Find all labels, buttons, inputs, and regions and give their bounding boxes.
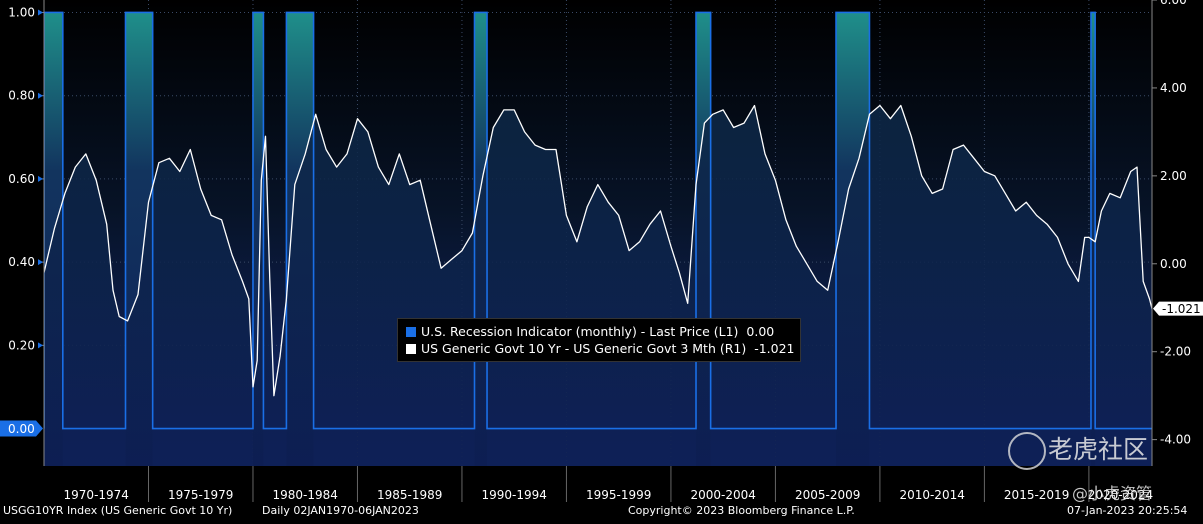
legend-label-spread: US Generic Govt 10 Yr - US Generic Govt … (421, 341, 746, 356)
left-tick-marker-0 (38, 9, 43, 15)
legend-swatch-recession (406, 327, 416, 337)
right-tick-label-2: 2.00 (1160, 169, 1187, 183)
x-tick-label-1: 1975-1979 (168, 488, 233, 502)
legend-swatch-spread (406, 344, 416, 354)
left-tick-marker-1 (38, 93, 43, 99)
right-tick-label-3: 0.00 (1160, 257, 1187, 271)
legend-value-spread: -1.021 (754, 341, 794, 356)
left-tick-label-1: 0.80 (8, 89, 35, 103)
left-tick-marker-3 (38, 259, 43, 265)
left-tick-label-3: 0.40 (8, 255, 35, 269)
x-tick-label-6: 2000-2004 (690, 488, 755, 502)
legend-entry-recession: U.S. Recession Indicator (monthly) - Las… (406, 324, 774, 340)
right-tick-label-0: 6.00 (1160, 0, 1187, 7)
x-tick-label-4: 1990-1994 (481, 488, 546, 502)
x-tick-label-3: 1985-1989 (377, 488, 442, 502)
watermark-handle: @小虎资管 (1072, 480, 1152, 504)
x-tick-label-0: 1970-1974 (64, 488, 129, 502)
legend-label-recession: U.S. Recession Indicator (monthly) - Las… (421, 324, 738, 339)
legend-value-recession: 0.00 (746, 324, 774, 339)
right-tick-label-1: 4.00 (1160, 81, 1187, 95)
footer-ticker: USGG10YR Index (US Generic Govt 10 Yr) (3, 504, 232, 517)
x-tick-label-9: 2015-2019 (1004, 488, 1069, 502)
left-tick-marker-2 (38, 176, 43, 182)
left-tick-marker-4 (38, 342, 43, 348)
left-tick-label-4: 0.20 (8, 338, 35, 352)
right-last-price-label: -1.021 (1162, 302, 1201, 316)
legend-entry-spread: US Generic Govt 10 Yr - US Generic Govt … (406, 341, 794, 357)
x-tick-label-5: 1995-1999 (586, 488, 651, 502)
footer-timestamp: 07-Jan-2023 20:25:54 (1067, 504, 1187, 517)
footer-range: Daily 02JAN1970-06JAN2023 (262, 504, 419, 517)
left-last-value-label: 0.00 (8, 422, 35, 436)
watermark-text: 老虎社区 (1048, 430, 1148, 466)
right-y-axis: 6.00 4.00 2.00 0.00 -2.00 -4.00 -1.021 (1152, 0, 1203, 466)
left-y-axis: 1.00 0.80 0.60 0.40 0.20 0.00 (0, 0, 44, 466)
x-tick-label-2: 1980-1984 (273, 488, 338, 502)
x-tick-label-7: 2005-2009 (795, 488, 860, 502)
x-tick-label-8: 2010-2014 (899, 488, 964, 502)
watermark-logo-icon (1008, 432, 1046, 470)
left-tick-label-0: 1.00 (8, 5, 35, 19)
footer: USGG10YR Index (US Generic Govt 10 Yr) D… (0, 502, 1203, 520)
right-tick-label-4: -2.00 (1160, 345, 1191, 359)
right-tick-label-5: -4.00 (1160, 433, 1191, 447)
left-tick-label-2: 0.60 (8, 172, 35, 186)
legend: U.S. Recession Indicator (monthly) - Las… (397, 318, 801, 362)
footer-copyright: Copyright© 2023 Bloomberg Finance L.P. (628, 504, 855, 517)
